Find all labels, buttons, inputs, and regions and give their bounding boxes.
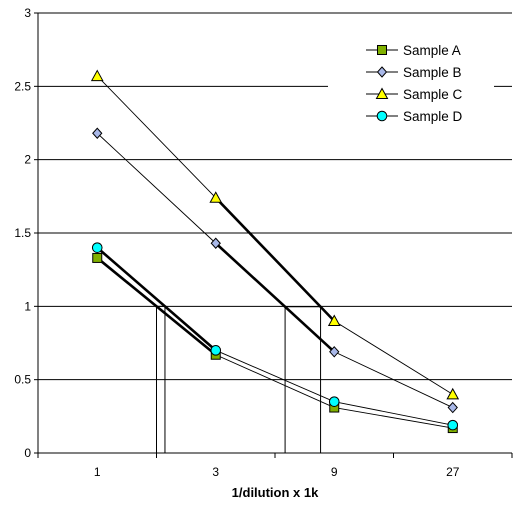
legend-label-sample-b: Sample B <box>403 65 462 80</box>
x-axis-title: 1/dilution x 1k <box>232 485 319 500</box>
series-line-sample-d <box>96 247 453 426</box>
tick-labels: 0 0.5 1 1.5 2 2.5 3 1 3 9 27 <box>14 6 459 479</box>
series-line-sample-b <box>96 132 453 408</box>
x-tick-label: 9 <box>331 465 338 479</box>
x-tick-label: 1 <box>94 465 101 479</box>
highlight-segment <box>96 256 217 356</box>
y-tick-label: 1.5 <box>14 226 31 240</box>
gridlines <box>38 12 512 381</box>
reference-lines <box>156 305 322 453</box>
y-tick-label: 1 <box>24 299 31 313</box>
series-markers <box>90 69 460 434</box>
x-tick-label: 27 <box>446 465 460 479</box>
data-point-sample-d <box>91 242 103 253</box>
data-point-sample-b <box>210 237 221 250</box>
data-point-sample-b <box>92 127 103 140</box>
data-point-sample-c <box>209 191 223 203</box>
data-point-sample-d <box>447 419 459 431</box>
y-tick-label: 3 <box>24 6 31 20</box>
data-point-sample-d <box>210 345 222 356</box>
data-point-sample-b <box>447 401 458 414</box>
series-line-sample-c <box>96 75 453 395</box>
data-point-sample-d <box>328 396 340 407</box>
legend-marker-sample-b <box>376 66 388 78</box>
y-tick-label: 2 <box>24 153 31 167</box>
legend: Sample A Sample B Sample C Sample D <box>366 43 463 124</box>
y-tick-label: 0.5 <box>14 373 31 387</box>
data-point-sample-a <box>92 252 103 263</box>
x-tick-label: 3 <box>212 465 219 479</box>
highlight-segment <box>214 242 336 353</box>
y-tick-label: 0 <box>24 446 31 460</box>
data-point-sample-c <box>446 387 460 400</box>
series-line-sample-a <box>96 257 453 429</box>
y-tick-label: 2.5 <box>14 79 31 93</box>
series-lines <box>96 75 453 429</box>
highlight-segment <box>96 246 217 352</box>
legend-label-sample-a: Sample A <box>403 43 461 58</box>
legend-label-sample-c: Sample C <box>403 87 463 102</box>
data-point-sample-b <box>329 346 340 358</box>
legend-marker-sample-a <box>377 45 387 55</box>
legend-marker-sample-d <box>376 110 388 122</box>
axes <box>34 12 513 458</box>
data-point-sample-c <box>327 314 341 326</box>
highlight-segment <box>214 196 336 322</box>
legend-marker-sample-c <box>375 87 389 99</box>
data-point-sample-c <box>90 69 104 82</box>
legend-label-sample-d: Sample D <box>403 109 463 124</box>
